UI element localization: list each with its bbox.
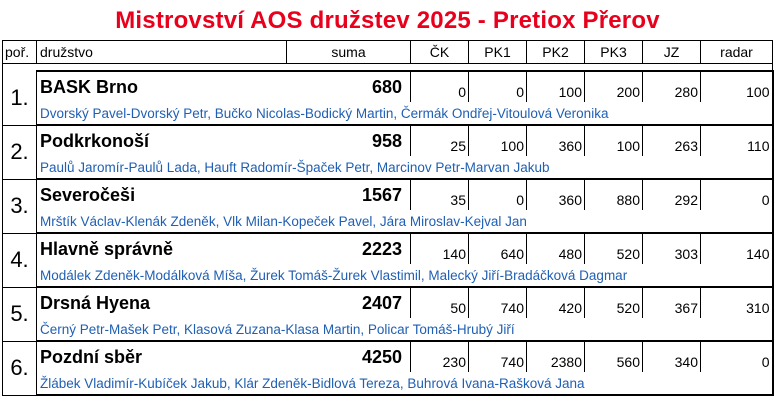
team-pk2-value: 480 bbox=[526, 232, 585, 264]
team-sum: 4250 bbox=[286, 340, 411, 372]
team-name: Hlavně správně bbox=[36, 232, 287, 264]
team-row: 1. BASK Brno 680 0 0 100 200 280 100 bbox=[2, 70, 774, 126]
team-row: 2. Podkrkonoší 958 25 100 360 100 263 110 bbox=[2, 124, 774, 180]
team-pk1-value: 740 bbox=[468, 340, 527, 372]
table-header-row: poř. družstvo suma ČK PK1 PK2 PK3 JZ rad… bbox=[2, 40, 773, 64]
team-row: 6. Pozdní sběr 4250 230 740 2380 560 340 0 bbox=[2, 340, 774, 396]
header-team: družstvo bbox=[36, 40, 287, 64]
team-rank: 3. bbox=[2, 179, 37, 234]
team-ck-value: 50 bbox=[410, 286, 469, 318]
team-members: Dvorský Pavel-Dvorský Petr, Bučko Nicola… bbox=[36, 102, 774, 126]
team-jz-value: 263 bbox=[642, 124, 701, 156]
team-members-row: Mrštík Václav-Klenák Zdeněk, Vlk Milan-K… bbox=[3, 210, 774, 234]
team-sum: 680 bbox=[286, 70, 411, 102]
header-pk2: PK2 bbox=[526, 40, 585, 64]
team-pk1-value: 740 bbox=[468, 286, 527, 318]
team-name: Severočeši bbox=[36, 178, 287, 210]
team-ck-value: 230 bbox=[410, 340, 469, 372]
team-jz-value: 280 bbox=[642, 70, 701, 102]
team-pk2-value: 360 bbox=[526, 124, 585, 156]
team-pk1-value: 100 bbox=[468, 124, 527, 156]
team-jz-value: 292 bbox=[642, 178, 701, 210]
team-rank: 4. bbox=[2, 233, 37, 288]
team-members-row: Modálek Zdeněk-Modálková Míša, Žurek Tom… bbox=[3, 264, 774, 288]
header-pk3: PK3 bbox=[584, 40, 643, 64]
team-row: 5. Drsná Hyena 2407 50 740 420 520 367 310 bbox=[2, 286, 774, 342]
team-radar-value: 310 bbox=[700, 286, 774, 318]
team-jz-value: 367 bbox=[642, 286, 701, 318]
team-ck-value: 35 bbox=[410, 178, 469, 210]
team-radar-value: 0 bbox=[700, 178, 774, 210]
header-ck: ČK bbox=[410, 40, 469, 64]
team-radar-value: 0 bbox=[700, 340, 774, 372]
team-members-row: Černý Petr-Mašek Petr, Klasová Zuzana-Kl… bbox=[3, 318, 774, 342]
team-members: Paulů Jaromír-Paulů Lada, Hauft Radomír-… bbox=[36, 156, 774, 180]
team-sum: 1567 bbox=[286, 178, 411, 210]
team-pk3-value: 520 bbox=[584, 232, 643, 264]
team-pk3-value: 100 bbox=[584, 124, 643, 156]
team-ck-value: 140 bbox=[410, 232, 469, 264]
results-table: poř. družstvo suma ČK PK1 PK2 PK3 JZ rad… bbox=[2, 40, 774, 396]
header-radar: radar bbox=[700, 40, 773, 64]
team-members-row: Dvorský Pavel-Dvorský Petr, Bučko Nicola… bbox=[3, 102, 774, 126]
team-sum: 2223 bbox=[286, 232, 411, 264]
team-members-row: Paulů Jaromír-Paulů Lada, Hauft Radomír-… bbox=[3, 156, 774, 180]
team-row: 4. Hlavně správně 2223 140 640 480 520 303 140 bbox=[2, 232, 774, 288]
team-members-row: Žlábek Vladimír-Kubíček Jakub, Klár Zden… bbox=[3, 372, 774, 396]
header-rank: poř. bbox=[2, 40, 37, 64]
team-row: 3. Severočeši 1567 35 0 360 880 292 0 bbox=[2, 178, 774, 234]
team-ck-value: 0 bbox=[410, 70, 469, 102]
header-sum: suma bbox=[286, 40, 411, 64]
team-members: Černý Petr-Mašek Petr, Klasová Zuzana-Kl… bbox=[36, 318, 774, 342]
team-pk3-value: 520 bbox=[584, 286, 643, 318]
header-pk1: PK1 bbox=[468, 40, 527, 64]
team-pk2-value: 2380 bbox=[526, 340, 585, 372]
team-pk2-value: 100 bbox=[526, 70, 585, 102]
header-jz: JZ bbox=[642, 40, 701, 64]
team-name: Drsná Hyena bbox=[36, 286, 287, 318]
team-radar-value: 100 bbox=[700, 70, 774, 102]
team-sum: 2407 bbox=[286, 286, 411, 318]
team-members: Modálek Zdeněk-Modálková Míša, Žurek Tom… bbox=[36, 264, 774, 288]
team-pk1-value: 0 bbox=[468, 70, 527, 102]
team-rank: 1. bbox=[2, 71, 37, 126]
team-members: Žlábek Vladimír-Kubíček Jakub, Klár Zden… bbox=[36, 372, 774, 396]
team-jz-value: 340 bbox=[642, 340, 701, 372]
team-name: BASK Brno bbox=[36, 70, 287, 102]
team-radar-value: 140 bbox=[700, 232, 774, 264]
team-pk1-value: 640 bbox=[468, 232, 527, 264]
team-members: Mrštík Václav-Klenák Zdeněk, Vlk Milan-K… bbox=[36, 210, 774, 234]
team-name: Pozdní sběr bbox=[36, 340, 287, 372]
team-ck-value: 25 bbox=[410, 124, 469, 156]
team-rank: 2. bbox=[2, 125, 37, 180]
team-pk3-value: 560 bbox=[584, 340, 643, 372]
team-sum: 958 bbox=[286, 124, 411, 156]
team-pk3-value: 200 bbox=[584, 70, 643, 102]
team-pk1-value: 0 bbox=[468, 178, 527, 210]
team-rank: 5. bbox=[2, 287, 37, 342]
team-pk2-value: 420 bbox=[526, 286, 585, 318]
page-title: Mistrovství AOS družstev 2025 - Pretiox … bbox=[115, 7, 660, 34]
team-pk2-value: 360 bbox=[526, 178, 585, 210]
team-name: Podkrkonoší bbox=[36, 124, 287, 156]
team-radar-value: 110 bbox=[700, 124, 774, 156]
team-rank: 6. bbox=[2, 341, 37, 396]
team-jz-value: 303 bbox=[642, 232, 701, 264]
team-pk3-value: 880 bbox=[584, 178, 643, 210]
